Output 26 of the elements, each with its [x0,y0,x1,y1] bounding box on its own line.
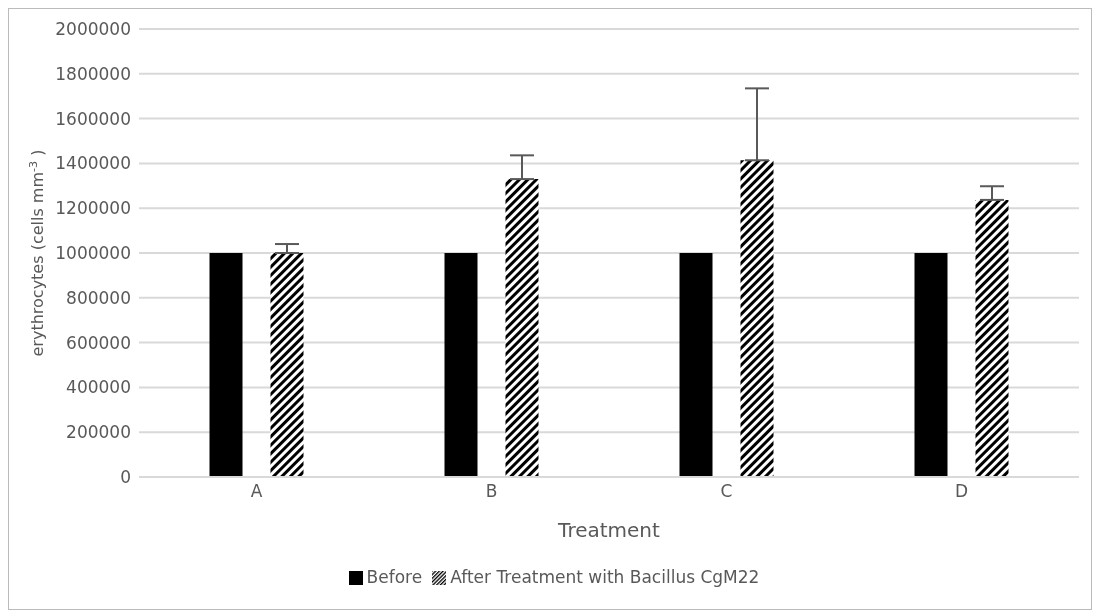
y-tick-label: 1800000 [55,63,131,84]
y-tick-label: 200000 [66,422,131,443]
bar [679,253,713,477]
bar [209,253,243,477]
bar [444,253,478,477]
y-tick-label: 1600000 [55,108,131,129]
bar [914,253,948,477]
y-tick-label: 400000 [66,377,131,398]
y-tick-label: 600000 [66,332,131,353]
x-axis-title: Treatment [557,518,661,542]
x-tick-label: B [485,481,498,502]
bar [740,160,774,477]
legend-label: Before [366,567,423,587]
bar [975,199,1009,477]
bar [270,253,304,477]
y-tick-label: 1200000 [55,198,131,219]
bar [505,179,539,477]
y-tick-label: 2000000 [55,19,131,40]
y-tick-label: 1400000 [55,153,131,174]
x-tick-label: C [720,481,733,502]
legend-label: After Treatment with Bacillus CgM22 [450,567,760,587]
y-tick-label: 1000000 [55,243,131,264]
y-tick-label: 0 [120,467,131,488]
x-tick-label: D [954,481,969,502]
x-tick-label: A [250,481,263,502]
y-tick-label: 800000 [66,287,131,308]
